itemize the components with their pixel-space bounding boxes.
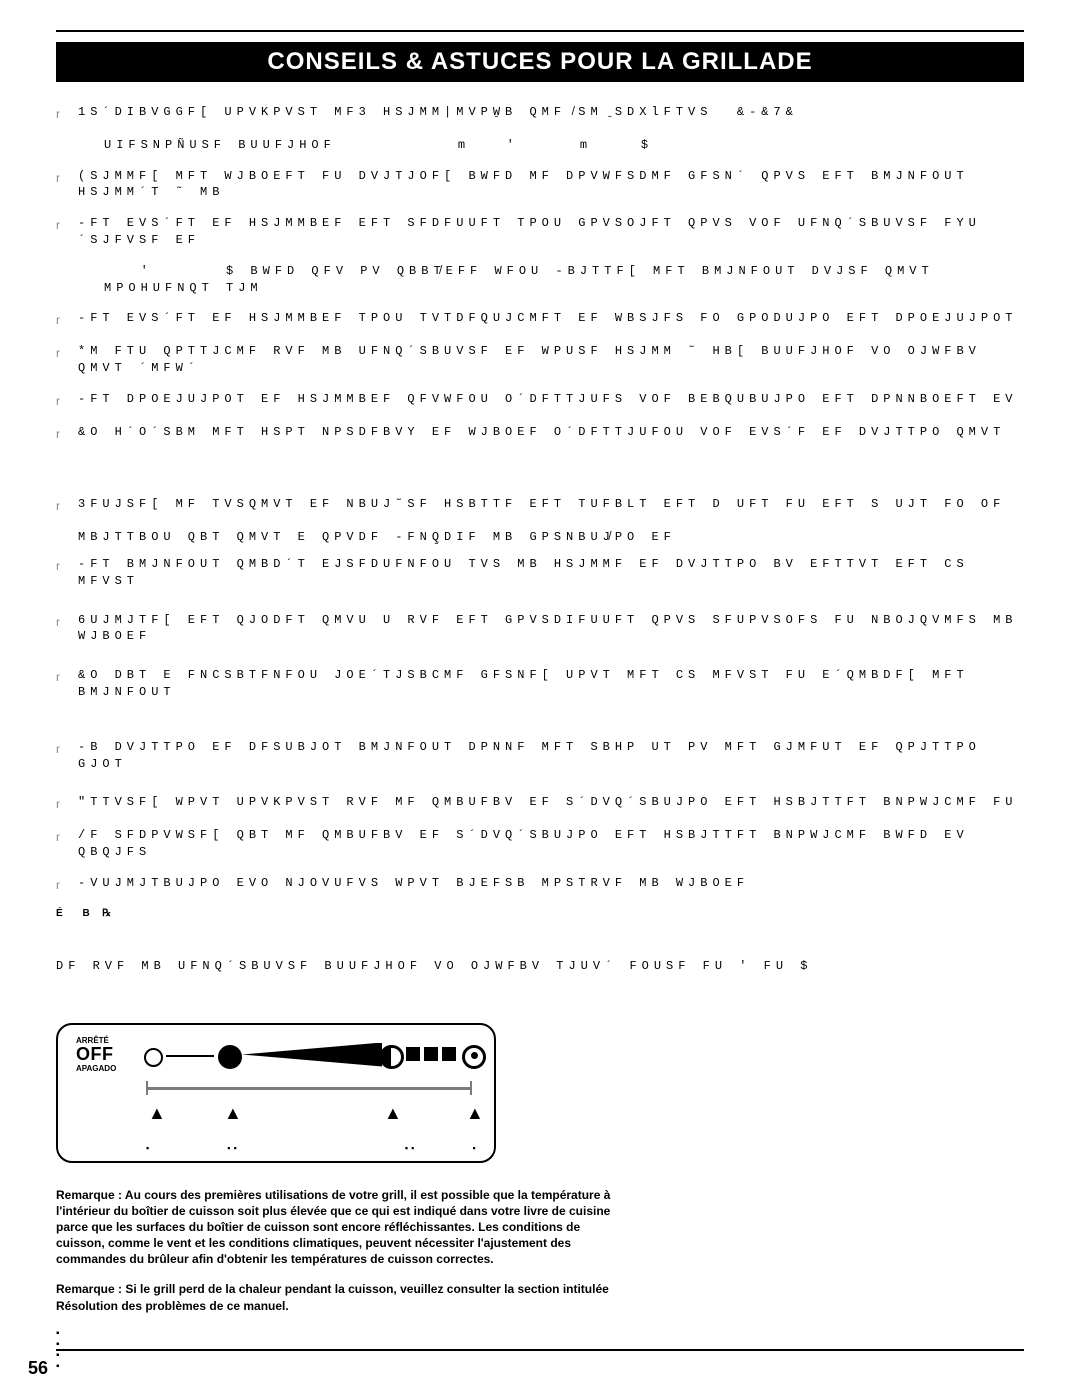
dial-captions: ▪ ▪ ▪ ▪ ▪ ▪ <box>76 1143 476 1153</box>
tip-3: -FT EVS´FT EF HSJMMBEF EFT SFDFUUFT TPOU… <box>78 215 1024 249</box>
arrow-1: ▲ <box>148 1103 166 1124</box>
arrow-3: ▲ <box>384 1103 402 1124</box>
tip-11: &O DBT E FNCSBTFNFOU JOE´TJSBCMF GFSNF[ … <box>78 667 1024 701</box>
tip-2: (SJMMF[ MFT WJBOEFT FU DVJTJOF[ BWFD MF … <box>78 168 1024 202</box>
tip-7: &O H´O´SBM MFT HSPT NPSDFBVY EF WJBOEF O… <box>78 424 1024 443</box>
dial-circle-off <box>144 1048 163 1067</box>
tip-1b: UIFSNPÑUSF BUUFJHOF m ' m $ <box>104 137 1024 154</box>
remark-1: Remarque : Au cours des premières utilis… <box>56 1187 616 1268</box>
tip-6: -FT DPOEJUJPOT EF HSJMMBEF QFVWFOU O´DFT… <box>78 391 1024 410</box>
section-lead: DF RVF MB UFNQ´SBUVSF BUUFJHOF VO OJWFBV… <box>56 959 1024 973</box>
arrow-2: ▲ <box>224 1103 242 1124</box>
dial-labels: ARRÊTÉ OFF APAGADO <box>76 1037 116 1074</box>
page-number: 56 <box>28 1358 48 1379</box>
remarks: Remarque : Au cours des premières utilis… <box>56 1187 616 1314</box>
tip-8: 3FUJSF[ MF TVSQMVT EF NBUJ˜SF HSBTTF EFT… <box>78 496 1024 515</box>
dial-diagram: ARRÊTÉ OFF APAGADO ▲ ▲ ▲ ▲ ▪ ▪ ▪ ▪ ▪ ▪ <box>56 1023 496 1163</box>
tip-9: -FT BMJNFOUT QMBD´T EJSFDUFNFOU TVS MB H… <box>78 556 1024 590</box>
tip-10: 6UJMJTF[ EFT QJODFT QMVU U RVF EFT GPVSD… <box>78 612 1024 646</box>
arrow-4: ▲ <box>466 1103 484 1124</box>
tip-13: "TTVSF[ WPVT UPVKPVST RVF MF QMBUFBV EF … <box>78 794 1024 813</box>
tips-list: r1S´DIBVGGF[ UPVKPVST MF3 HSJMM|MVPW̱B Q… <box>56 104 1024 894</box>
tip-3b: ' $ BWFD QFV PV QBBT̸EFF WFOU -BJTTF[ MF… <box>104 263 1024 297</box>
banner-title: CONSEILS & ASTUCES POUR LA GRILLADE <box>267 48 812 75</box>
label-off: OFF <box>76 1045 116 1065</box>
remark-2: Remarque : Si le grill perd de la chaleu… <box>56 1281 616 1313</box>
smudge-line: É B ℞ <box>56 908 1024 919</box>
label-apagado: APAGADO <box>76 1065 116 1074</box>
tip-15: -VUJMJTBUJPO EVO NJOVUFVS WPVT BJEFSB MP… <box>78 875 1024 894</box>
tip-14: /F SFDPVWSF[ QBT MF QMBUFBV EF S´DVQ´SBU… <box>78 827 1024 861</box>
tip-8b: MBJTTBOU QBT QMVT E QPVDF -FNQ̱DIF MB GP… <box>78 529 1024 546</box>
tip-1: 1S´DIBVGGF[ UPVKPVST MF3 HSJMM|MVPW̱B QM… <box>78 104 1024 123</box>
tip-4: -FT EVS´FT EF HSJMMBEF TPOU TVTDFQUJCMFT… <box>78 310 1024 329</box>
footer-rule <box>56 1349 1024 1351</box>
tip-12: -B DVJTTPO EF DFSUBJOT BMJNFOUT DPNNF MF… <box>78 739 1024 773</box>
dial-circle-high <box>218 1045 242 1069</box>
page-title-banner: CONSEILS & ASTUCES POUR LA GRILLADE <box>56 42 1024 82</box>
tip-5: *M FTU QPTTJCMF RVF MB UFNQ´SBUVSF EF WP… <box>78 343 1024 377</box>
